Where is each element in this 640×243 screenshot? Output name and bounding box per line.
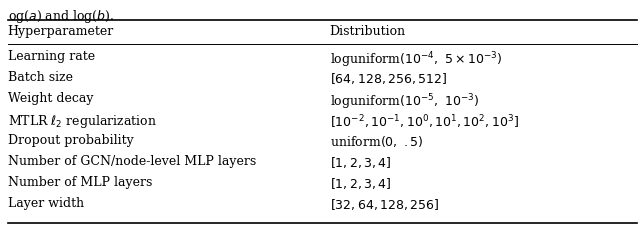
- Text: loguniform$(10^{-5},\ 10^{-3})$: loguniform$(10^{-5},\ 10^{-3})$: [330, 92, 479, 112]
- Text: Hyperparameter: Hyperparameter: [8, 25, 114, 38]
- Text: $[1, 2, 3, 4]$: $[1, 2, 3, 4]$: [330, 155, 391, 170]
- Text: uniform$(0,\ .5)$: uniform$(0,\ .5)$: [330, 134, 423, 149]
- Text: Weight decay: Weight decay: [8, 92, 93, 105]
- Text: Layer width: Layer width: [8, 197, 84, 210]
- Text: Distribution: Distribution: [330, 25, 406, 38]
- Text: og($a$) and log($b$).: og($a$) and log($b$).: [8, 8, 114, 25]
- Text: Dropout probability: Dropout probability: [8, 134, 133, 147]
- Text: Learning rate: Learning rate: [8, 50, 95, 63]
- Text: $[32, 64, 128, 256]$: $[32, 64, 128, 256]$: [330, 197, 439, 212]
- Text: Number of GCN/node-level MLP layers: Number of GCN/node-level MLP layers: [8, 155, 256, 168]
- Text: MTLR $\ell_2$ regularization: MTLR $\ell_2$ regularization: [8, 113, 157, 130]
- Text: $[10^{-2}, 10^{-1}, 10^{0}, 10^{1}, 10^{2}, 10^{3}]$: $[10^{-2}, 10^{-1}, 10^{0}, 10^{1}, 10^{…: [330, 113, 518, 130]
- Text: Batch size: Batch size: [8, 71, 73, 84]
- Text: $[64, 128, 256, 512]$: $[64, 128, 256, 512]$: [330, 71, 447, 86]
- Text: Number of MLP layers: Number of MLP layers: [8, 176, 152, 189]
- Text: loguniform$(10^{-4},\ 5 \times 10^{-3})$: loguniform$(10^{-4},\ 5 \times 10^{-3})$: [330, 50, 502, 69]
- Text: $[1, 2, 3, 4]$: $[1, 2, 3, 4]$: [330, 176, 391, 191]
